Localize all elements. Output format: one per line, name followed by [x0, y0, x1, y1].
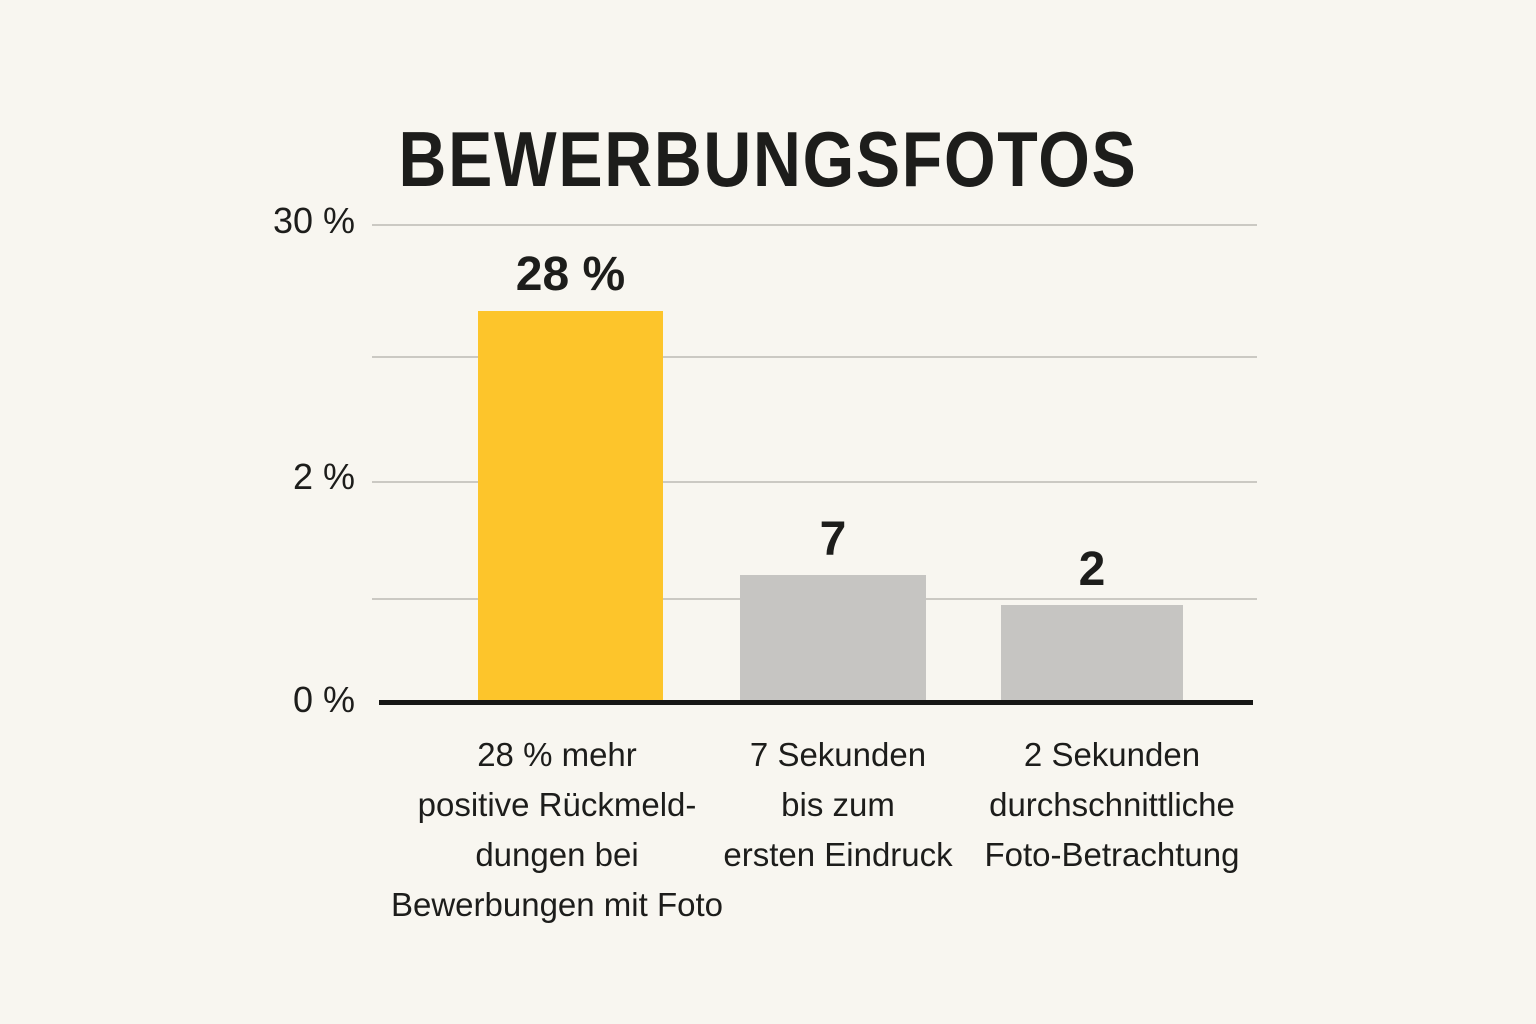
- category-label-line: Foto-Betrachtung: [984, 836, 1240, 873]
- category-label-line: 28 % mehr: [477, 736, 637, 773]
- gridline-unlabeled-upper: [372, 356, 1257, 358]
- x-axis-line: [379, 700, 1253, 705]
- category-label-line: bis zum: [781, 786, 895, 823]
- bar-value-label-7: 7: [819, 513, 847, 566]
- y-axis-tick-30: 30 %: [272, 200, 355, 241]
- bar-value-label-2: 2: [1078, 543, 1106, 596]
- y-axis-tick-0: 0 %: [292, 679, 355, 720]
- category-label-line: durchschnittliche: [989, 786, 1235, 823]
- bar-2-seconds: [1001, 605, 1183, 704]
- category-label-first-impression: 7 Sekunden bis zum ersten Eindruck: [603, 730, 1073, 880]
- category-label-line: positive Rückmeld-: [417, 786, 697, 823]
- gridline-2: [372, 481, 1257, 483]
- gridline-30: [372, 224, 1257, 226]
- bar-7-seconds: [740, 575, 926, 704]
- category-label-line: ersten Eindruck: [723, 836, 953, 873]
- category-label-feedback: 28 % mehr positive Rückmeld- dungen bei …: [322, 730, 792, 930]
- category-label-line: Bewerbungen mit Foto: [390, 886, 723, 923]
- category-label-line: dungen bei: [475, 836, 639, 873]
- category-label-line: 2 Sekunden: [1023, 736, 1201, 773]
- bar-value-label-28: 28 %: [515, 248, 626, 301]
- chart-title: BEWERBUNGSFOTOS: [398, 115, 1138, 204]
- category-label-photo-viewing: 2 Sekunden durchschnittliche Foto-Betrac…: [877, 730, 1347, 880]
- y-axis-tick-2: 2 %: [292, 456, 355, 497]
- category-label-line: 7 Sekunden: [749, 736, 927, 773]
- bar-28-percent-feedback: [478, 311, 663, 704]
